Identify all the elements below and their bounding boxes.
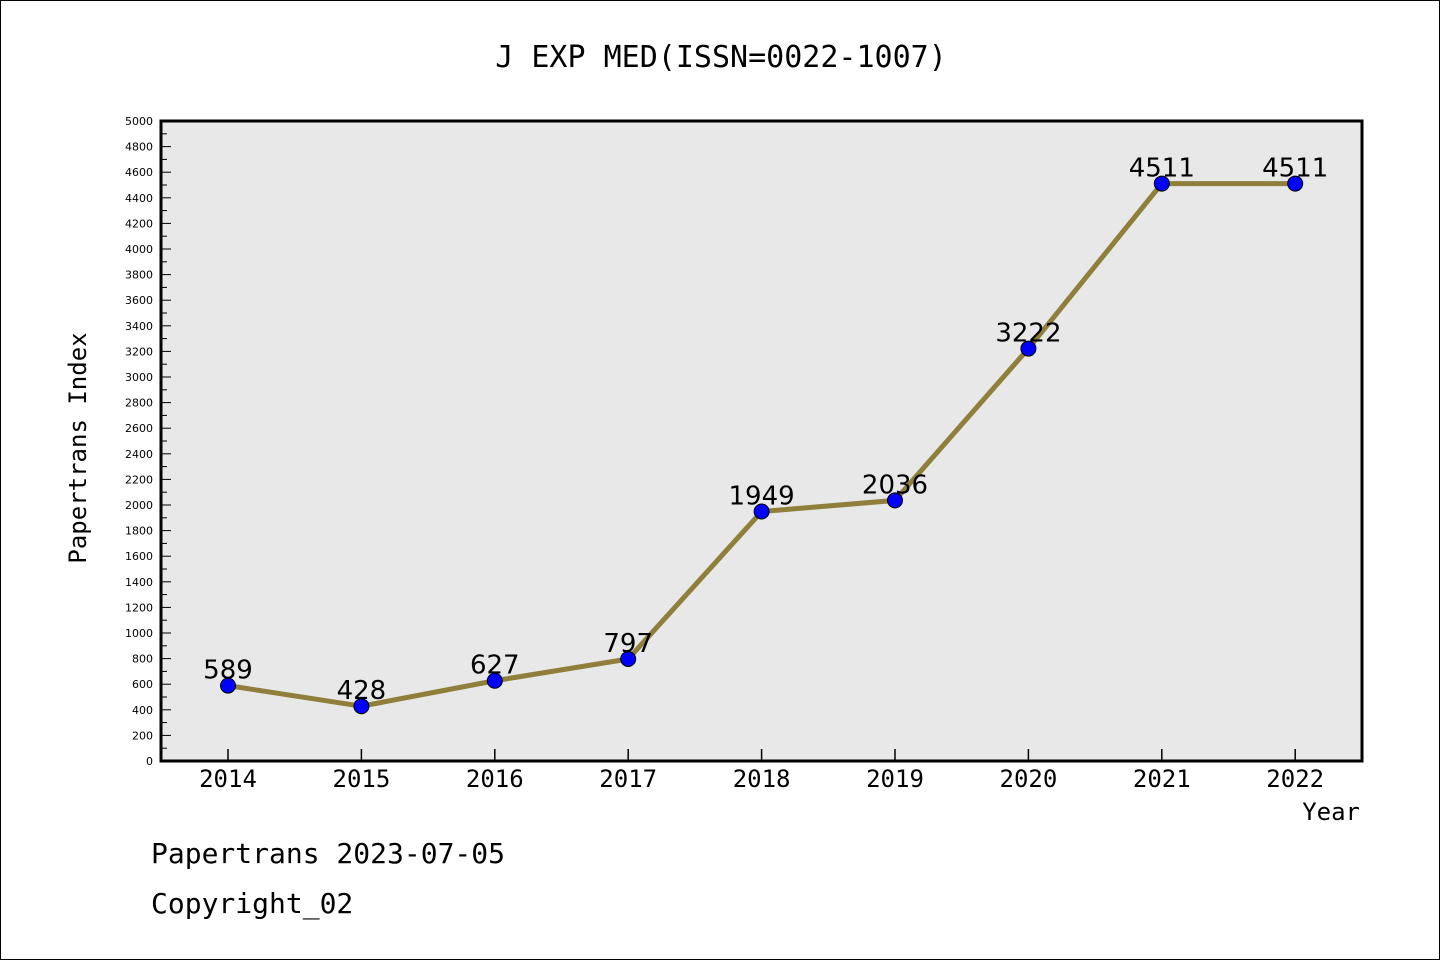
data-point-marker	[1153, 175, 1170, 192]
x-tick-label: 2021	[1133, 765, 1191, 793]
data-label: 589	[203, 656, 253, 686]
x-tick-label: 2016	[466, 765, 524, 793]
y-tick-label: 0	[146, 755, 153, 768]
y-tick-label: 3200	[125, 345, 153, 358]
series-layer	[220, 175, 1304, 715]
x-tick-label: 2015	[333, 765, 391, 793]
y-tick-label: 2000	[125, 499, 153, 512]
data-label: 428	[337, 676, 387, 706]
data-point-marker	[1287, 175, 1304, 192]
data-point-marker	[1020, 340, 1037, 357]
x-tick-label: 2018	[733, 765, 791, 793]
footer-date-text: Papertrans 2023-07-05	[151, 837, 506, 870]
x-axis-label: Year	[1302, 798, 1360, 826]
y-tick-label: 2200	[125, 473, 153, 486]
data-label: 4511	[1129, 154, 1195, 184]
y-tick-label: 2600	[125, 422, 153, 435]
y-tick-label: 1000	[125, 627, 153, 640]
y-tick-label: 800	[132, 653, 153, 666]
x-tick-label: 2022	[1266, 765, 1324, 793]
y-axis-label: Papertrans Index	[64, 332, 92, 563]
data-label-layer: 589 428 627 797 1949 2036 3222 4511 4511	[203, 154, 1328, 707]
y-axis: 0 200 400 600 800 1000 1200 1400 1600 1800 2000 220…	[125, 115, 171, 768]
data-label: 627	[470, 651, 520, 681]
y-tick-label: 4400	[125, 192, 153, 205]
y-tick-label: 3600	[125, 294, 153, 307]
y-tick-label: 2400	[125, 448, 153, 461]
y-tick-label: 4200	[125, 217, 153, 230]
x-axis: 2014 2015 2016 2017 2018 2019 2020 2021 2022	[199, 749, 1324, 793]
data-point-marker	[887, 492, 903, 509]
y-tick-label: 600	[132, 678, 153, 691]
y-tick-label: 2800	[125, 397, 153, 410]
y-tick-label: 4600	[125, 166, 153, 179]
y-tick-label: 1800	[125, 525, 153, 538]
data-point-marker	[486, 672, 503, 689]
data-label: 4511	[1262, 154, 1328, 184]
data-label: 1949	[729, 482, 795, 512]
data-point-marker	[353, 698, 370, 715]
x-tick-label: 2019	[866, 765, 924, 793]
y-tick-label: 1400	[125, 576, 153, 589]
y-tick-label: 3800	[125, 269, 153, 282]
plot-area	[159, 119, 1364, 763]
data-point-marker	[620, 650, 637, 667]
y-tick-label: 3000	[125, 371, 153, 384]
data-point-marker	[220, 677, 236, 694]
y-tick-label: 1200	[125, 601, 153, 614]
y-tick-label: 1600	[125, 550, 153, 563]
y-tick-label: 200	[132, 729, 153, 742]
data-label: 3222	[995, 319, 1061, 349]
x-tick-label: 2017	[599, 765, 657, 793]
data-label: 2036	[862, 470, 928, 500]
y-tick-label: 4000	[125, 243, 153, 256]
y-tick-label: 3400	[125, 320, 153, 333]
data-point-marker	[753, 503, 770, 520]
chart-title: J EXP MED(ISSN=0022-1007)	[495, 40, 947, 75]
footer-copyright-text: Copyright_02	[151, 887, 354, 920]
x-tick-label: 2020	[1000, 765, 1058, 793]
y-tick-label: 5000	[125, 115, 153, 128]
y-tick-label: 4800	[125, 141, 153, 154]
x-tick-label: 2014	[199, 765, 257, 793]
y-tick-label: 400	[132, 704, 153, 717]
data-label: 797	[603, 629, 653, 659]
